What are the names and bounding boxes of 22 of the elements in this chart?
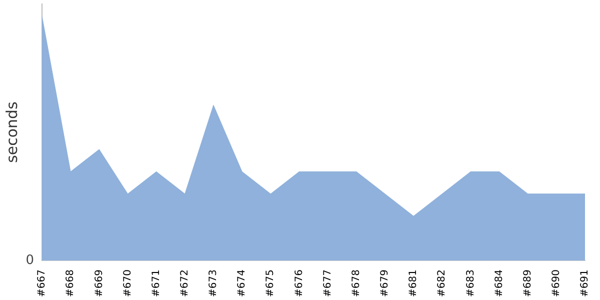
x-tick-label: #669 [94, 270, 105, 298]
x-tick-label: #691 [580, 270, 591, 298]
x-tick-label: #673 [208, 270, 220, 298]
text: 0 [26, 252, 34, 268]
x-tick-label: #681 [408, 270, 420, 298]
x-tick-label: #668 [65, 270, 76, 298]
x-tick-label: #672 [179, 270, 190, 298]
x-tick-label: #676 [294, 270, 305, 298]
x-tick-label: #679 [380, 270, 391, 298]
x-tick-label: #683 [465, 270, 476, 298]
x-tick-label: #682 [436, 270, 448, 298]
x-tick-label: #667 [36, 270, 48, 298]
x-tick-label: #674 [236, 270, 248, 298]
x-tick-label: #670 [122, 270, 134, 298]
x-tick-label: #675 [265, 270, 276, 298]
x-tick-label: #690 [551, 270, 562, 298]
x-tick-label: #689 [522, 270, 534, 298]
x-tick-label: #671 [150, 270, 162, 298]
y-axis-title: seconds [2, 101, 21, 163]
x-tick-label: #684 [494, 270, 505, 298]
x-tick-label: #677 [322, 270, 334, 298]
x-tick-label: #678 [350, 270, 362, 298]
